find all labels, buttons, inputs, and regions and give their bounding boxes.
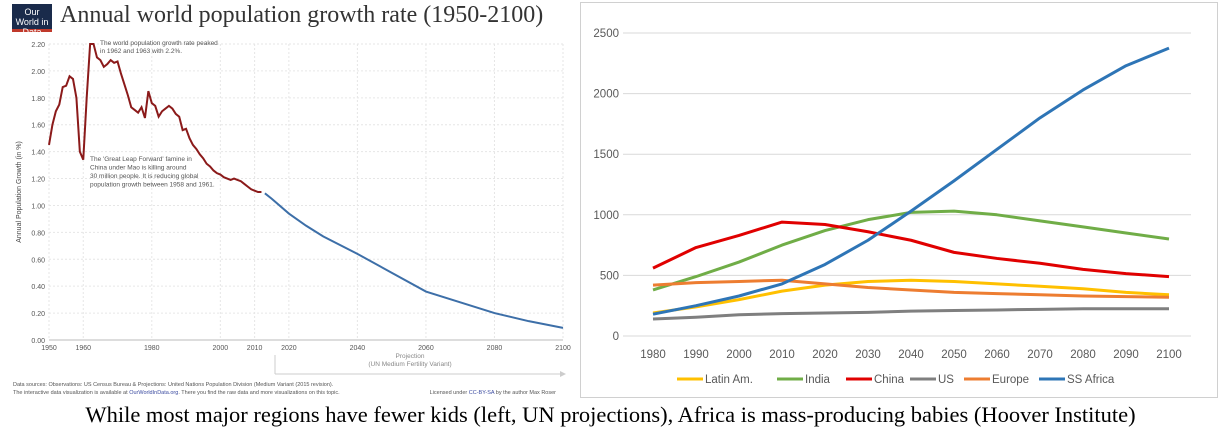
owid-logo: Our World in Data (12, 4, 52, 37)
famine-annotation-line: population growth between 1958 and 1961. (90, 182, 215, 189)
peak-annotation-line1: The world population growth rate peaked (100, 40, 218, 47)
legend-label: Europe (992, 374, 1029, 386)
x-tick-label: 2020 (281, 345, 297, 352)
famine-annotation-line: 30 million people. It is reducing global (90, 173, 199, 180)
projection-label: Projection (396, 353, 425, 360)
x-tick-label: 1980 (640, 349, 666, 361)
source-note-2: The interactive data visualization is av… (13, 390, 340, 396)
projection-sublabel: (UN Medium Fertility Variant) (368, 361, 451, 368)
x-tick-label: 2080 (1070, 349, 1096, 361)
right-chart-panel: 0 500 1000 1500 2000 2500 1980 1990 2000 2010 2020… (580, 2, 1218, 398)
x-tick-label: 1980 (144, 345, 160, 352)
series-line-india (652, 209, 1170, 292)
x-tick-label: 1950 (41, 345, 57, 352)
x-tick-label: 1960 (75, 345, 91, 352)
y-tick-label: 2.00 (31, 69, 45, 76)
left-chart-title: Annual world population growth rate (195… (60, 2, 544, 28)
y-tick-label: 1.60 (31, 123, 45, 130)
x-tick-label: 2040 (350, 345, 366, 352)
legend-label: Latin Am. (705, 374, 753, 386)
x-tick-label: 2060 (984, 349, 1010, 361)
x-tick-label: 2030 (855, 349, 881, 361)
series-line-us (652, 307, 1169, 321)
x-tick-label: 2000 (213, 345, 229, 352)
y-tick-label: 1500 (593, 149, 619, 161)
x-tick-label: 2000 (726, 349, 752, 361)
y-tick-label: 1.20 (31, 177, 45, 184)
x-tick-label: 2080 (487, 345, 503, 352)
y-tick-label: 0.60 (31, 257, 45, 264)
famine-annotation-line: The 'Great Leap Forward' famine in (90, 156, 192, 163)
legend-label: India (805, 374, 831, 386)
growth-rate-chart: 0.00 0.20 0.40 0.60 0.80 1.00 1.20 1.40 1.60 1.80… (13, 40, 571, 396)
x-tick-label: 2060 (418, 345, 434, 352)
series-line-china (652, 220, 1170, 279)
y-tick-label: 2.20 (31, 42, 45, 49)
series-line-ss-africa (652, 46, 1170, 316)
projection-arrowhead (560, 371, 566, 377)
observed-line (48, 43, 262, 193)
x-tick-label: 1990 (683, 349, 709, 361)
y-tick-label: 500 (600, 270, 619, 282)
x-tick-label: 2050 (941, 349, 967, 361)
y-tick-label: 1.40 (31, 150, 45, 157)
x-tick-label: 2020 (812, 349, 838, 361)
x-tick-label: 2070 (1027, 349, 1053, 361)
x-tick-label: 2100 (1156, 349, 1182, 361)
projection-line (264, 192, 564, 329)
legend-label: China (874, 374, 905, 386)
source-note: Data sources: Observations: US Census Bu… (13, 382, 334, 388)
y-tick-label: 2000 (593, 89, 619, 101)
y-tick-label: 1000 (593, 210, 619, 222)
x-tick-label: 2100 (555, 345, 571, 352)
peak-annotation-line2: in 1962 and 1963 with 2.2%. (100, 48, 182, 55)
y-tick-label: 0.80 (31, 230, 45, 237)
x-tick-label: 2040 (898, 349, 924, 361)
y-tick-label: 2500 (593, 28, 619, 40)
x-tick-label: 2010 (247, 345, 263, 352)
caption: While most major regions have fewer kids… (85, 402, 1136, 427)
y-tick-label: 0.00 (31, 338, 45, 345)
y-tick-label: 1.00 (31, 203, 45, 210)
license-note: Licensed under CC-BY-SA by the author Ma… (430, 390, 557, 396)
famine-annotation-line: China under Mao is killing around (90, 165, 187, 172)
legend-label: US (938, 374, 954, 386)
y-tick-label: 0.20 (31, 311, 45, 318)
x-tick-label: 2090 (1113, 349, 1139, 361)
x-tick-label: 2010 (769, 349, 795, 361)
series-line-europe (652, 278, 1170, 299)
y-tick-label: 0.40 (31, 284, 45, 291)
regional-births-chart: 0 500 1000 1500 2000 2500 1980 1990 2000 2010 2020… (593, 28, 1191, 386)
y-tick-label: 1.80 (31, 96, 45, 103)
y-tick-label: 0 (613, 331, 619, 343)
legend-label: SS Africa (1067, 374, 1115, 386)
left-chart-panel: Our World in Data Annual world populatio… (0, 0, 578, 400)
y-axis-label: Annual Population Growth (in %) (16, 141, 23, 243)
series-line-latin-am- (652, 278, 1170, 315)
